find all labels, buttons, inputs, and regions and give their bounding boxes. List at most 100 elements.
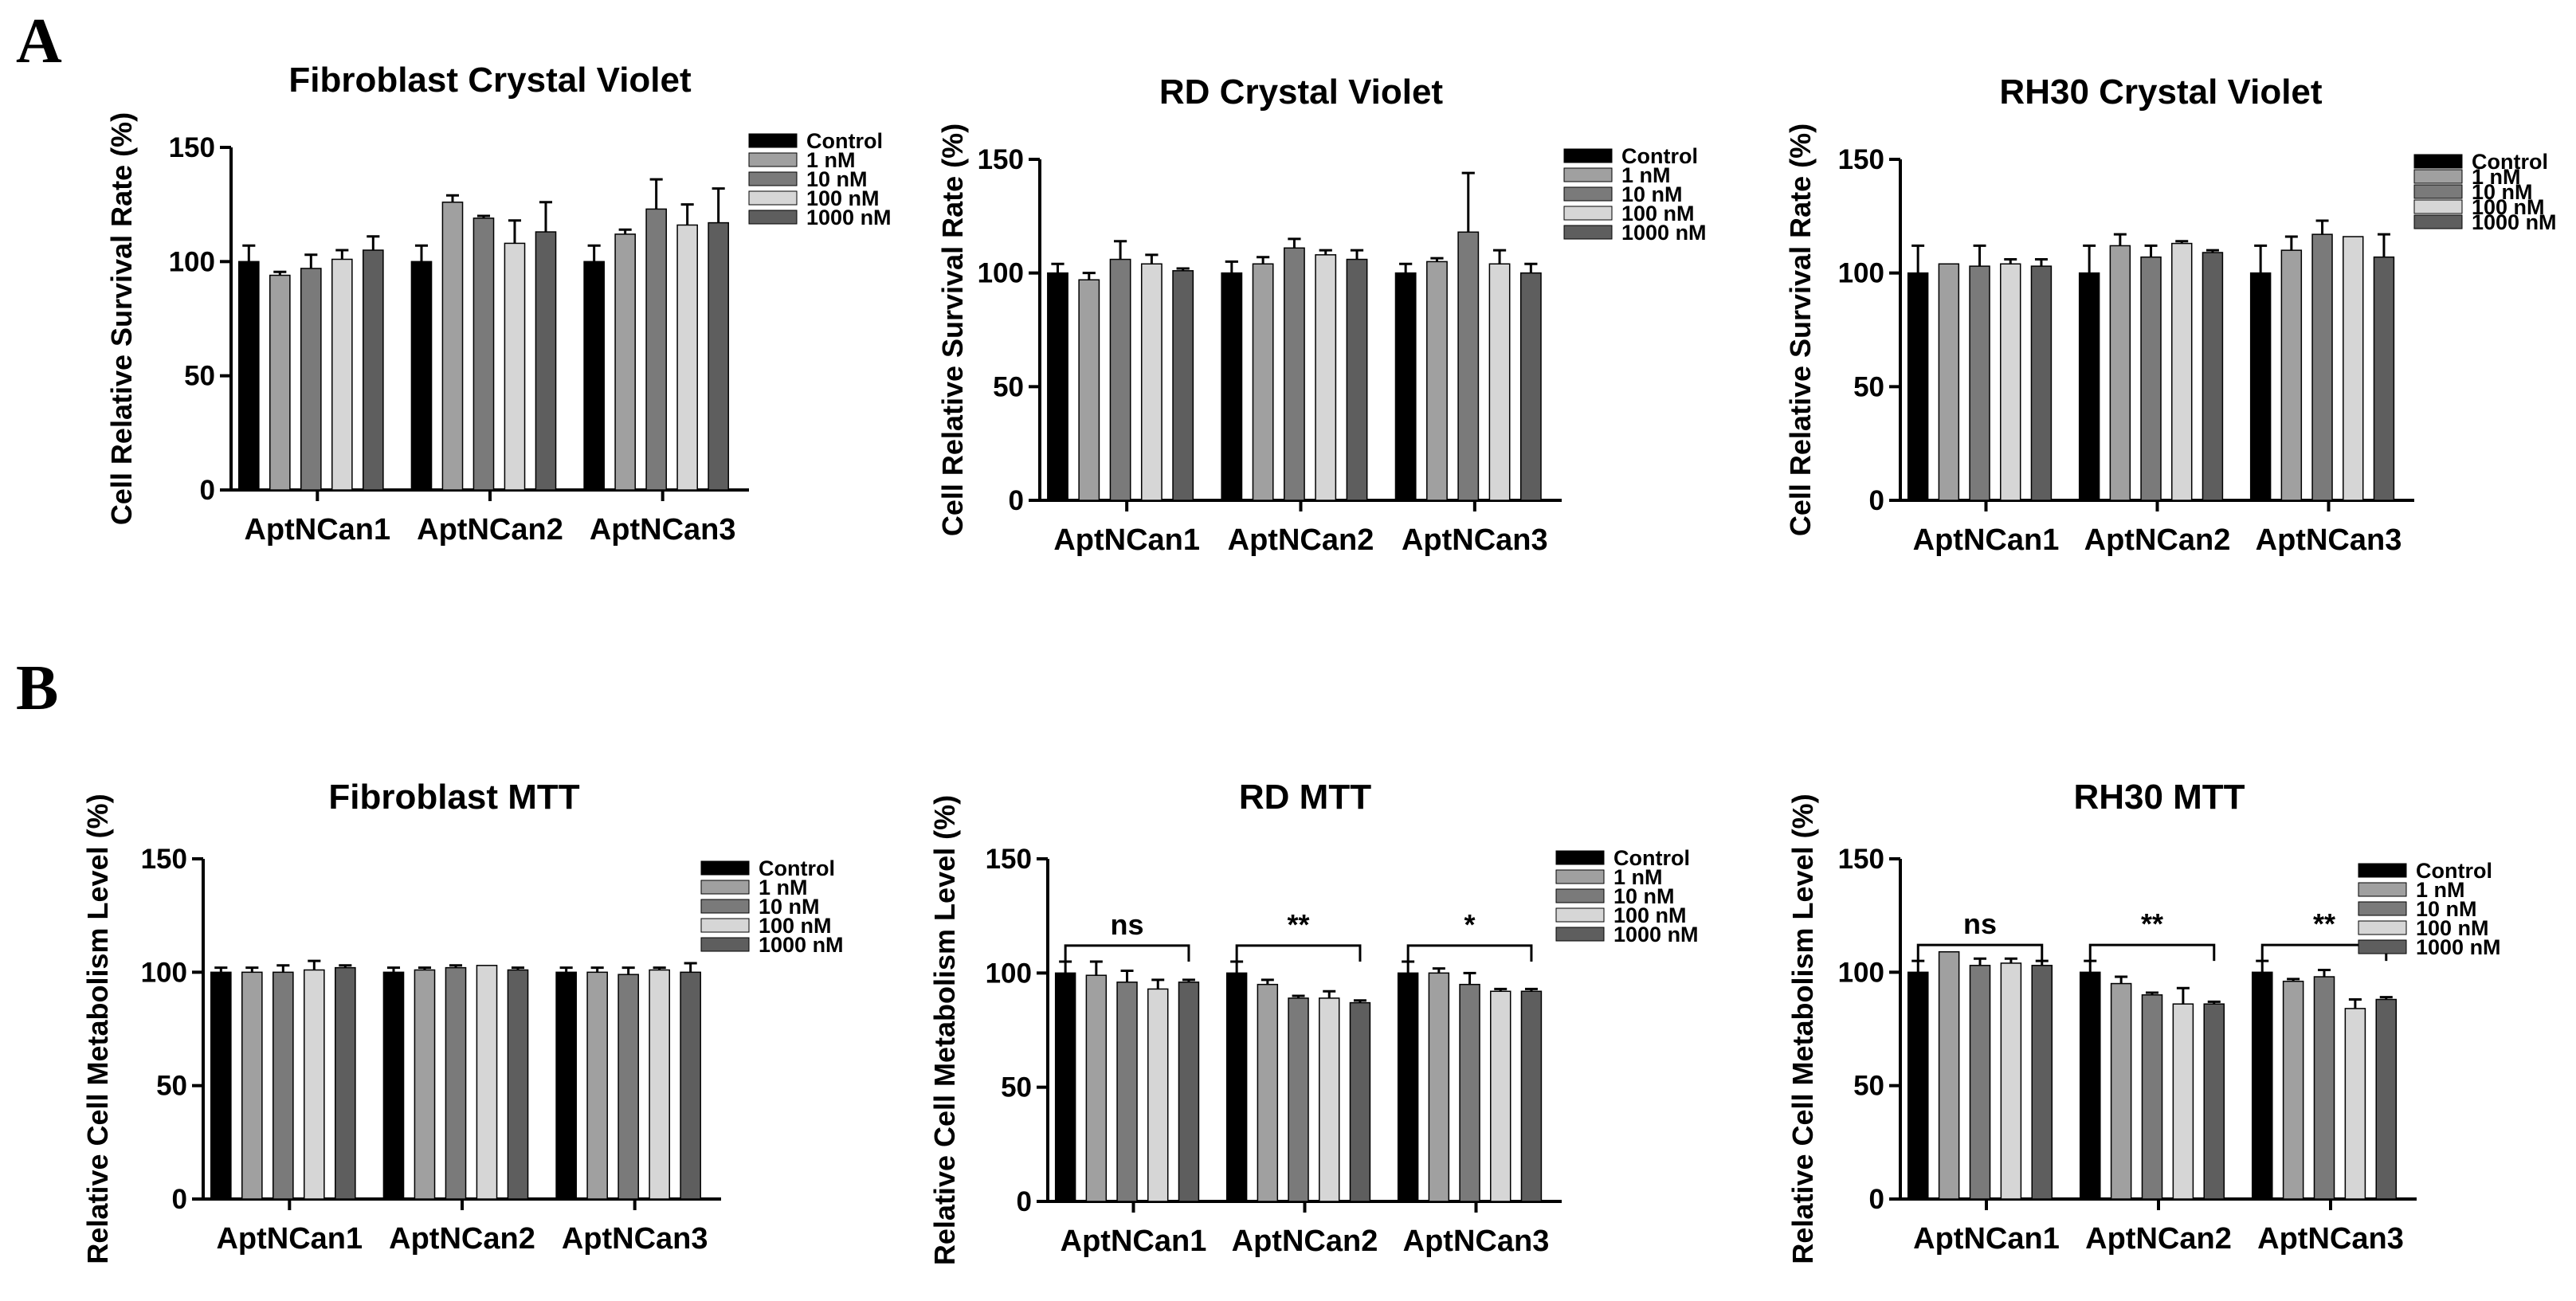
- legend-swatch: [2358, 901, 2407, 916]
- legend-label: 1 nM: [2416, 878, 2465, 902]
- legend-label: Control: [759, 856, 835, 880]
- bar: [441, 202, 464, 491]
- bar: [649, 969, 670, 1200]
- panel-letter-b: B: [16, 653, 58, 723]
- x-category-label: AptNCan3: [1402, 523, 1548, 557]
- bar: [1288, 997, 1309, 1202]
- legend-swatch: [2413, 154, 2463, 169]
- bar: [1938, 950, 1960, 1200]
- bar: [1315, 254, 1337, 501]
- bar: [1116, 982, 1138, 1202]
- legend-label: Control: [2472, 150, 2548, 174]
- x-category-label: AptNCan1: [1913, 1222, 2060, 1256]
- bar: [304, 969, 325, 1200]
- bar: [363, 249, 384, 491]
- legend-label: 1000 nM: [1621, 221, 1707, 245]
- bar: [2140, 256, 2162, 501]
- bar: [1938, 263, 1960, 501]
- bar: [1969, 965, 1991, 1200]
- bar: [2000, 263, 2021, 501]
- bar: [238, 261, 260, 491]
- y-tick-label: 50: [156, 1071, 187, 1102]
- legend-swatch: [2413, 214, 2463, 229]
- legend-swatch: [1555, 869, 1605, 884]
- legend-label: 1 nM: [1613, 865, 1663, 889]
- y-tick-label: 150: [1838, 144, 1884, 175]
- bar: [1054, 972, 1076, 1202]
- bar: [1969, 265, 1990, 501]
- bar: [1078, 279, 1100, 501]
- x-category-label: AptNCan3: [562, 1222, 708, 1256]
- charts-container: Fibroblast Crystal Violet Cell Relative S…: [81, 61, 2557, 1265]
- chart-6: RH30 MTT Relative Cell Metabolism Level (…: [1786, 778, 2501, 1264]
- legend-label: 100 nM: [806, 186, 880, 210]
- x-category-label: AptNCan2: [2085, 1222, 2232, 1256]
- bar: [269, 274, 291, 491]
- bar: [2078, 272, 2100, 501]
- bar: [614, 233, 636, 491]
- bar: [2203, 1003, 2225, 1200]
- bar: [1172, 270, 1194, 501]
- bar: [1488, 263, 1511, 501]
- bar: [2311, 233, 2333, 501]
- legend-label: 1 nM: [806, 148, 856, 172]
- y-tick-label: 0: [1869, 1184, 1884, 1215]
- x-category-label: AptNCan3: [1403, 1225, 1550, 1258]
- legend-label: 100 nM: [1613, 903, 1687, 927]
- x-category-label: AptNCan1: [1061, 1225, 1207, 1258]
- bar: [1109, 258, 1131, 501]
- bar: [1907, 971, 1929, 1200]
- legend-label: 100 nM: [759, 914, 832, 938]
- bar: [1085, 974, 1108, 1202]
- legend-label: 10 nM: [2472, 180, 2533, 204]
- y-tick-label: 50: [1853, 1071, 1884, 1102]
- y-axis-label: Cell Relative Survival Rate (%): [1784, 123, 1817, 536]
- bar: [331, 258, 353, 491]
- bar: [2109, 245, 2131, 501]
- bar: [1257, 983, 1279, 1202]
- bar: [2251, 971, 2273, 1200]
- y-tick-label: 0: [1009, 485, 1024, 516]
- bar: [1225, 972, 1248, 1202]
- y-tick-label: 100: [1838, 957, 1884, 988]
- legend-swatch: [1563, 148, 1613, 163]
- bar: [2280, 249, 2303, 501]
- legend-label: 1000 nM: [2416, 935, 2501, 959]
- legend-swatch: [2358, 882, 2407, 897]
- y-tick-label: 150: [169, 132, 215, 163]
- x-category-label: AptNCan2: [1232, 1225, 1378, 1258]
- bar: [555, 971, 577, 1200]
- legend-swatch: [748, 133, 798, 148]
- bar: [335, 966, 356, 1200]
- legend-swatch: [700, 918, 750, 933]
- bar: [1394, 272, 1417, 501]
- legend-label: 1 nM: [1621, 163, 1671, 187]
- bar: [2344, 1008, 2366, 1200]
- legend-label: 1 nM: [2472, 165, 2521, 189]
- bar: [2030, 265, 2053, 501]
- y-axis-label: Relative Cell Metabolism Level (%): [928, 795, 961, 1265]
- legend-swatch: [2358, 939, 2407, 954]
- legend-label: Control: [1613, 846, 1690, 870]
- bar: [1459, 983, 1480, 1202]
- legend-label: Control: [1621, 144, 1698, 168]
- y-axis-label: Relative Cell Metabolism Level (%): [1786, 794, 1819, 1264]
- y-tick-label: 150: [978, 144, 1024, 175]
- x-category-label: AptNCan1: [244, 513, 390, 547]
- bar: [1047, 272, 1068, 501]
- bar: [410, 261, 433, 491]
- bar: [1252, 263, 1274, 501]
- bar: [472, 217, 495, 491]
- chart-title: RD MTT: [1239, 778, 1371, 817]
- legend-swatch: [748, 210, 798, 225]
- chart-2: RD Crystal Violet Cell Relative Survival …: [936, 72, 1707, 557]
- bar: [586, 971, 608, 1200]
- bar: [241, 971, 263, 1200]
- legend-swatch: [1555, 850, 1605, 865]
- bar: [583, 261, 605, 491]
- bar: [1490, 990, 1511, 1202]
- y-tick-label: 150: [1838, 844, 1884, 875]
- bar: [1519, 272, 1542, 501]
- legend-swatch: [1563, 206, 1613, 221]
- y-tick-label: 100: [978, 258, 1024, 289]
